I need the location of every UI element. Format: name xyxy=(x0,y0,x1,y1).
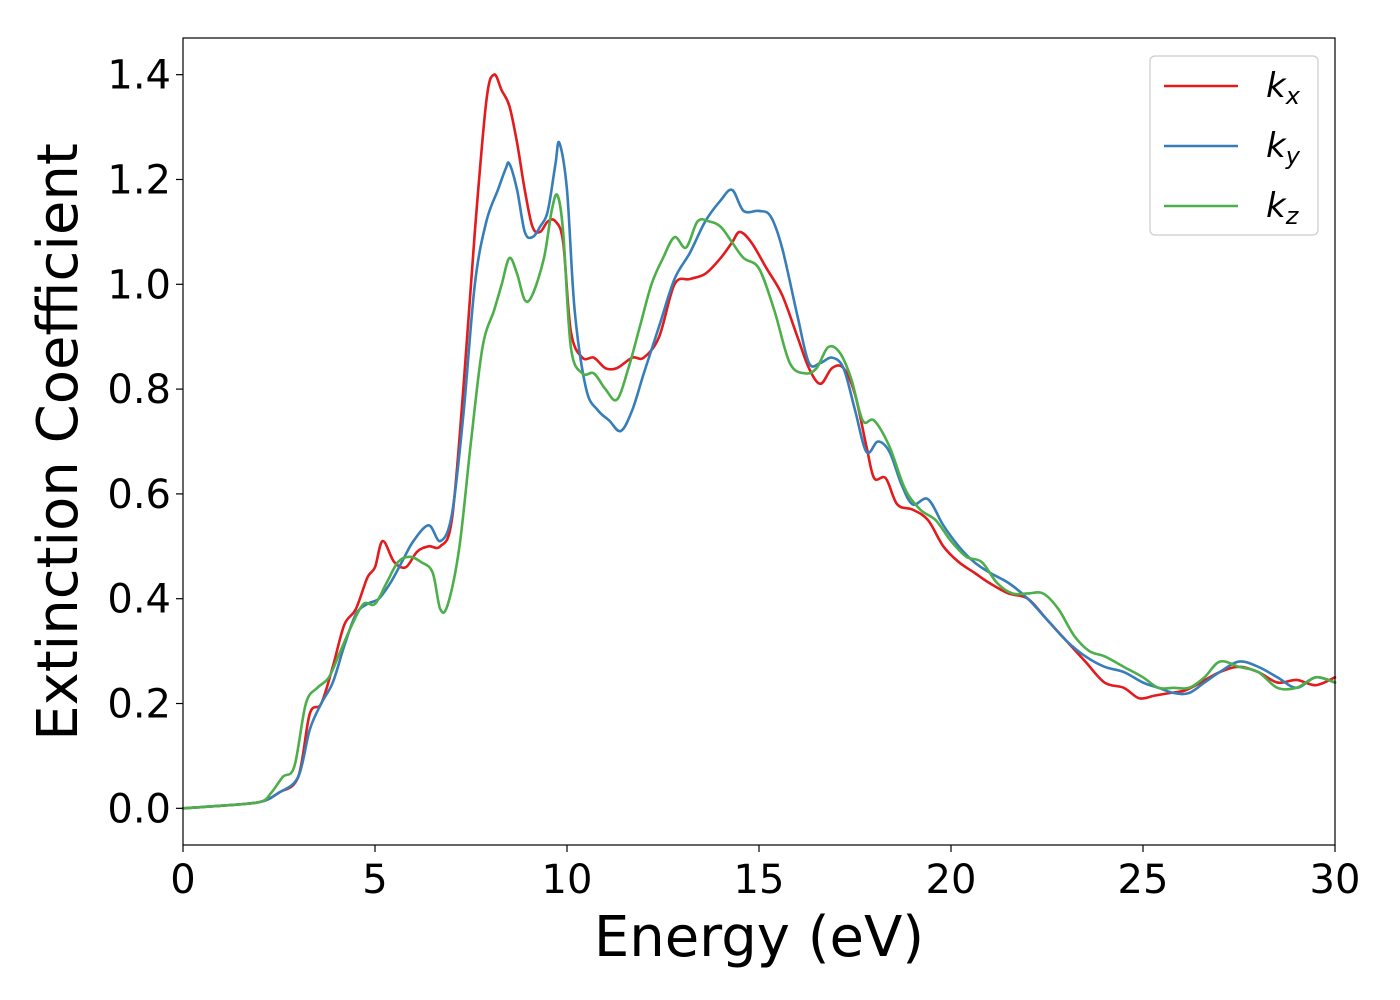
y-tick-label: 0.2 xyxy=(107,682,171,728)
x-tick-label: 25 xyxy=(1118,857,1169,903)
y-tick-label: 0.8 xyxy=(107,367,171,413)
x-tick-label: 10 xyxy=(542,857,593,903)
legend-label-kx: kx xyxy=(1266,66,1301,110)
x-axis-label: Energy (eV) xyxy=(594,905,924,970)
legend-label-ky: ky xyxy=(1266,126,1301,170)
x-tick-label: 30 xyxy=(1310,857,1361,903)
y-tick-label: 1.2 xyxy=(107,157,171,203)
plot-area xyxy=(183,38,1335,845)
x-tick-label: 5 xyxy=(362,857,387,903)
series-layer xyxy=(181,73,1337,810)
series-line-kz xyxy=(181,193,1337,810)
y-tick-label: 0.4 xyxy=(107,577,171,623)
x-tick-label: 0 xyxy=(170,857,195,903)
x-tick-label: 20 xyxy=(926,857,977,903)
x-tick-label: 15 xyxy=(734,857,785,903)
y-tick-label: 1.4 xyxy=(107,53,171,99)
x-axis: 0 5 10 15 20 25 30 xyxy=(170,845,1360,903)
y-tick-label: 1.0 xyxy=(107,262,171,308)
series-line-kx xyxy=(181,73,1337,810)
y-tick-label: 0.6 xyxy=(107,472,171,518)
legend-label-kz: kz xyxy=(1266,186,1300,230)
y-axis-label: Extinction Coefficient xyxy=(26,143,91,741)
y-axis: 0.0 0.2 0.4 0.6 0.8 1.0 1.2 1.4 xyxy=(107,53,183,832)
series-line-ky xyxy=(181,140,1337,810)
legend: kx ky kz xyxy=(1149,55,1319,236)
y-tick-label: 0.0 xyxy=(107,786,171,832)
